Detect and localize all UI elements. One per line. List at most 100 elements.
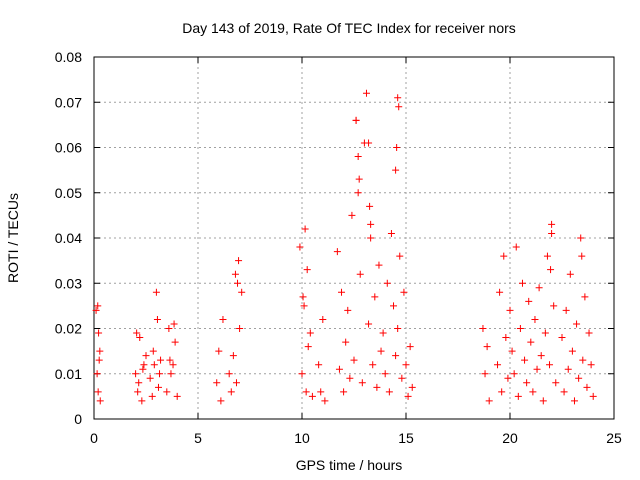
data-point (356, 270, 364, 278)
data-point (531, 315, 539, 323)
x-tick-label: 15 (398, 430, 414, 446)
data-point (373, 383, 381, 391)
y-tick-label: 0.02 (55, 321, 82, 337)
data-point (171, 338, 179, 346)
data-point (92, 306, 100, 314)
data-point (134, 388, 142, 396)
data-point (575, 374, 583, 382)
data-point (573, 320, 581, 328)
data-point (570, 397, 578, 405)
data-point (215, 347, 223, 355)
data-point (355, 175, 363, 183)
data-point (379, 329, 387, 337)
data-point (375, 261, 383, 269)
data-point (377, 347, 385, 355)
data-point (396, 252, 404, 260)
x-tick-label: 25 (606, 430, 622, 446)
data-point (156, 370, 164, 378)
grid (94, 57, 614, 419)
data-point (558, 334, 566, 342)
data-point (225, 370, 233, 378)
data-point (581, 293, 589, 301)
data-point (213, 379, 221, 387)
data-point (354, 153, 362, 161)
data-point (232, 379, 240, 387)
x-tick-label: 0 (90, 430, 98, 446)
data-point (94, 388, 102, 396)
data-point (508, 347, 516, 355)
data-point (148, 392, 156, 400)
data-point (132, 370, 140, 378)
data-point (303, 266, 311, 274)
data-point (585, 329, 593, 337)
y-tick-label: 0 (74, 411, 82, 427)
x-axis-label: GPS time / hours (296, 457, 403, 473)
data-point (298, 370, 306, 378)
data-point (496, 288, 504, 296)
data-point (135, 379, 143, 387)
data-point (344, 306, 352, 314)
data-point (140, 361, 148, 369)
data-point (227, 388, 235, 396)
data-point (146, 374, 154, 382)
data-point (354, 189, 362, 197)
y-tick-label: 0.01 (55, 366, 82, 382)
data-point (340, 388, 348, 396)
y-tick-label: 0.07 (55, 94, 82, 110)
data-point (483, 343, 491, 351)
data-point (498, 388, 506, 396)
data-point (566, 270, 574, 278)
data-point (236, 325, 244, 332)
y-tick-label: 0.03 (55, 275, 82, 291)
y-axis-label: ROTI / TECUs (5, 193, 21, 283)
data-point (395, 103, 403, 111)
data-point (95, 329, 103, 337)
data-point (96, 347, 104, 355)
data-point (317, 388, 325, 396)
data-point (393, 144, 401, 151)
data-point (95, 356, 103, 364)
data-point (406, 343, 414, 351)
data-point (578, 252, 586, 260)
data-point (577, 234, 585, 242)
data-point (369, 361, 377, 369)
data-point (502, 334, 510, 342)
data-point (390, 302, 398, 310)
data-point (301, 225, 309, 233)
data-point (560, 388, 568, 396)
data-point (315, 361, 323, 369)
data-point (238, 288, 246, 296)
data-point (319, 315, 327, 323)
data-point (366, 202, 374, 210)
data-point (546, 361, 554, 369)
data-point (169, 361, 177, 369)
data-point (543, 252, 551, 260)
data-point (500, 252, 508, 260)
data-point (533, 365, 541, 373)
data-point (365, 139, 373, 147)
data-point (157, 356, 165, 364)
data-point (229, 352, 237, 360)
data-point (381, 370, 389, 378)
data-point (138, 397, 146, 405)
data-point (485, 397, 493, 405)
data-point (548, 220, 556, 228)
data-point (163, 388, 171, 396)
data-point (299, 293, 307, 301)
data-point (550, 302, 558, 310)
data-point (385, 388, 393, 396)
y-tick-label: 0.08 (55, 49, 82, 65)
data-point (589, 392, 597, 400)
data-point (506, 306, 514, 314)
data-point (348, 211, 356, 219)
data-point (165, 325, 173, 332)
data-point (525, 297, 533, 305)
data-point (479, 325, 487, 332)
data-point (523, 379, 531, 387)
data-point (296, 243, 304, 251)
data-point (358, 379, 366, 387)
data-point (521, 356, 529, 364)
data-point (367, 234, 375, 242)
data-point (93, 370, 101, 378)
